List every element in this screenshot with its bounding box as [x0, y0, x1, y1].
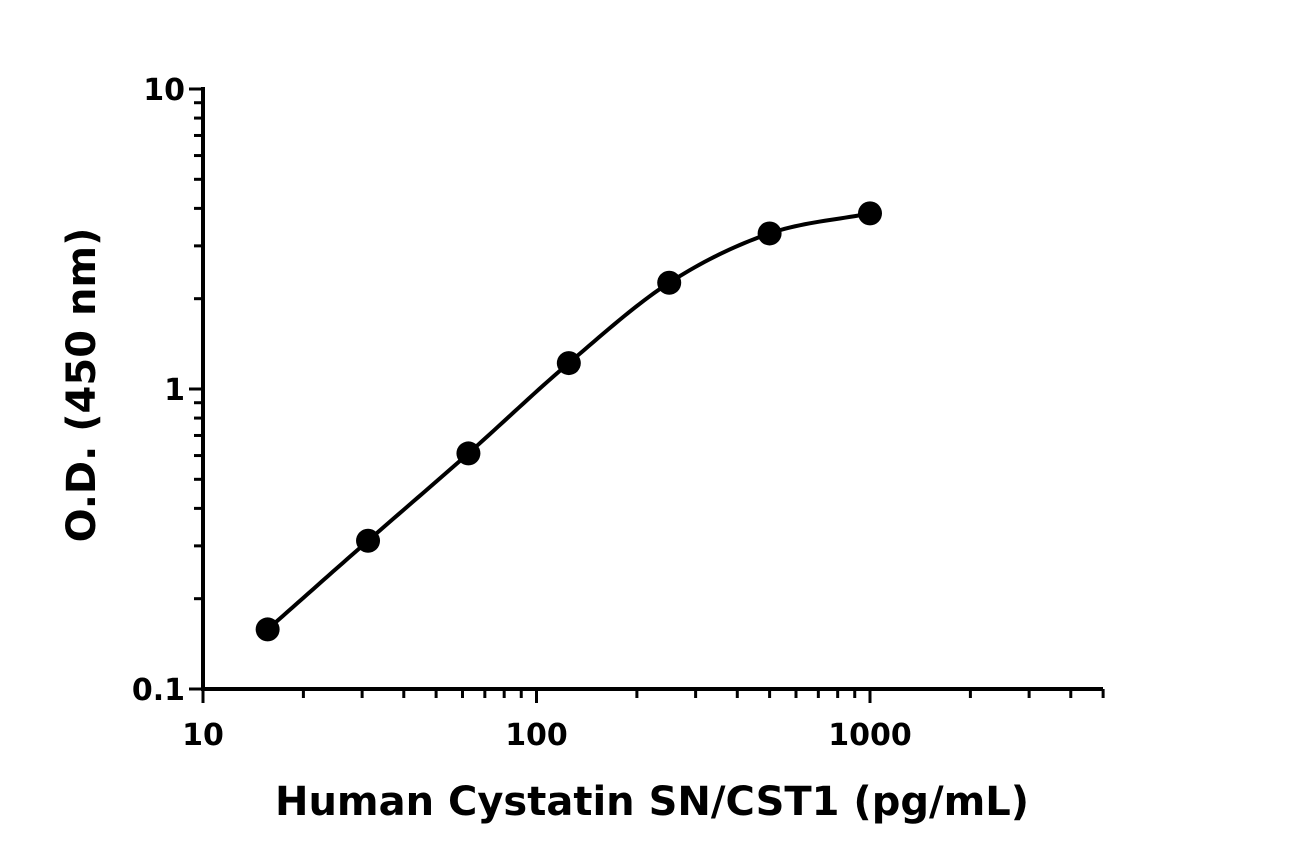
x-axis-title: Human Cystatin SN/CST1 (pg/mL)	[275, 779, 1029, 825]
data-point	[757, 221, 782, 246]
data-point	[456, 441, 481, 466]
tick-labels-layer: 0.1 1 10 10 100 1000	[132, 73, 912, 753]
x-tick-label: 100	[505, 718, 568, 753]
x-tick-label: 1000	[828, 718, 912, 753]
data-points-layer	[255, 201, 882, 642]
y-axis-title: O.D. (450 nm)	[59, 228, 105, 543]
data-point	[556, 351, 581, 376]
axes	[189, 87, 1105, 703]
data-point	[356, 528, 381, 553]
y-tick-label: 10	[143, 73, 185, 108]
y-tick-label: 0.1	[132, 673, 185, 708]
data-point	[255, 617, 280, 642]
fit-curve	[266, 211, 871, 631]
y-tick-label: 1	[164, 373, 185, 408]
x-tick-label: 10	[182, 718, 224, 753]
data-point	[657, 270, 682, 295]
data-point	[858, 201, 882, 226]
fit-curve-layer	[266, 211, 871, 631]
